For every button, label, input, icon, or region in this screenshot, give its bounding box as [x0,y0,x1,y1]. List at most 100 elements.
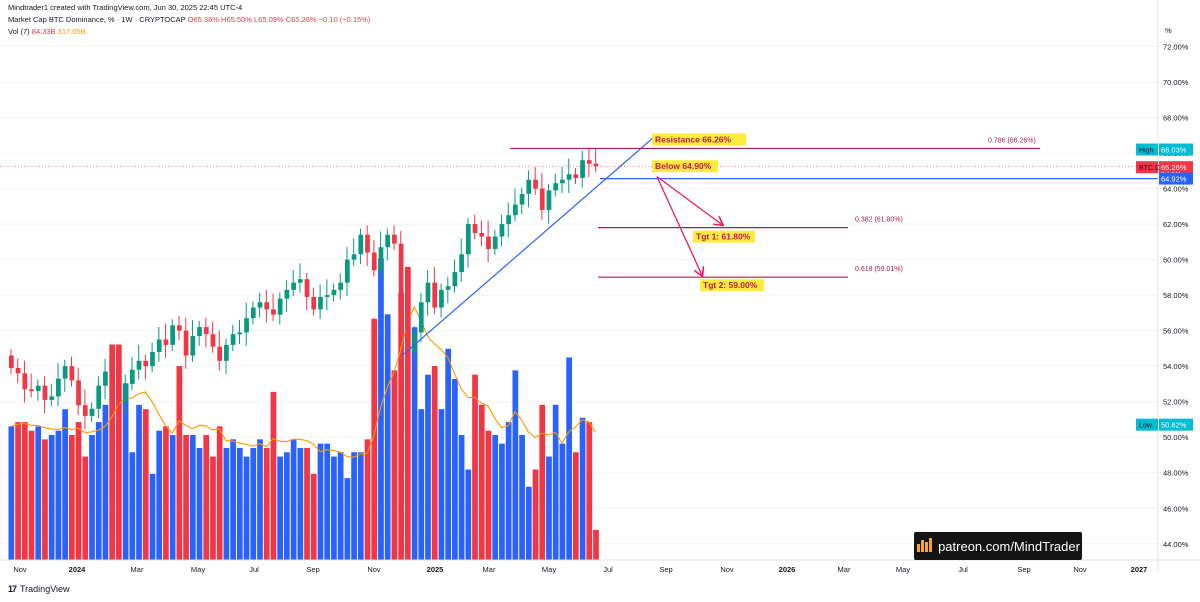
volume-bar [290,439,297,560]
y-unit-label: % [1165,26,1172,35]
volume-label: Vol (7) [8,27,30,36]
candle-body [586,160,592,164]
volume-bar [371,318,378,560]
volume-bar [109,344,116,560]
candle-body [418,302,424,333]
volume-bar [35,426,42,560]
volume-bar [452,378,458,560]
volume-bar [102,404,109,560]
volume-bar [512,370,519,560]
patreon-text: patreon.com/MindTrader [938,538,1080,554]
x-tick-label: Mar [483,565,496,574]
volume-bar [122,383,129,560]
volume-bar [492,435,499,560]
volume-bar [129,452,136,560]
volume-bar [48,435,55,560]
candle-body [177,325,182,331]
x-tick-label: 2026 [779,565,796,574]
x-tick-label: Jul [958,565,968,574]
candle-body [553,183,559,191]
candle-body [331,289,337,296]
y-tick-label: 52.00% [1163,398,1189,407]
volume-ma-line [10,305,597,458]
patreon-watermark: patreon.com/MindTrader [914,532,1082,560]
candle-body [163,339,169,345]
x-tick-label: 2027 [1131,565,1148,574]
candle-body [566,174,572,180]
candle-body [398,243,404,303]
ohlc-low: L65.09% [253,15,284,24]
candle-body [156,339,162,352]
candle-body [311,296,317,310]
fib-level-label: 0.382 (61.80%) [855,217,903,224]
candle-body [190,335,196,356]
volume-bar [156,430,163,560]
volume-bar [8,426,15,560]
x-tick-label: Nov [367,565,381,574]
volume-bar [136,404,142,560]
volume-bar [505,422,512,560]
last-price-tag: BTC.D [1139,165,1160,172]
candle-body [546,190,552,210]
candle-body [405,302,411,352]
candle-body [210,334,216,347]
target-1-label-bg [693,230,755,243]
ohlc-high: H65.50% [221,15,252,24]
fib-level-label: 0.618 (59.01%) [855,266,903,273]
candle-body [143,360,149,367]
volume-bar [284,452,290,560]
candle-body [472,224,478,233]
below-label-bg [652,160,718,173]
target-2-label-bg [700,279,764,292]
candle-body [385,234,391,248]
x-tick-label: May [191,565,205,574]
volume-bar [310,473,317,560]
volume-bar [230,439,236,560]
x-tick-label: Nov [13,565,27,574]
volume-bar [539,404,546,560]
candle-body [519,193,525,205]
volume-bar [216,426,223,560]
y-tick-label: 44.00% [1163,540,1189,549]
volume-bar [344,478,351,560]
volume-bar [183,435,189,560]
candle-body [22,373,28,390]
volume-bar [499,443,505,560]
last-price-tag-bg [1136,161,1158,174]
last-price-value-bg [1159,161,1193,174]
symbol-title: Market Cap BTC Dominance, % · 1W · CRYPT… [8,15,186,24]
trendline [401,136,655,356]
x-tick-label: Jul [249,565,259,574]
volume-bar [552,404,559,560]
x-tick-label: Nov [1073,565,1087,574]
x-tick-label: Nov [720,565,734,574]
y-tick-label: 56.00% [1163,327,1189,336]
volume-bar [277,456,284,560]
ohlc-change: −0.10 (−0.15%) [318,15,371,24]
volume-bar [465,469,472,560]
x-tick-label: Mar [838,565,851,574]
candle-body [237,332,243,335]
y-tick-label: 48.00% [1163,469,1189,478]
volume-bar [163,426,169,560]
candle-body [89,408,95,416]
y-tick-label: 62.00% [1163,220,1189,229]
volume-bar [337,452,344,560]
candle-body [304,279,310,297]
candle-body [62,366,68,379]
candle-body [392,234,397,244]
volume-bar [263,447,270,560]
volume-bar [270,391,277,560]
volume-bar [425,374,431,560]
candle-body [318,296,323,310]
arrow-to-target-2 [656,176,702,276]
volume-bar [586,422,593,560]
x-tick-label: Sep [659,565,672,574]
y-tick-label: 58.00% [1163,291,1189,300]
x-tick-label: 2024 [69,565,87,574]
candle-body [197,327,202,336]
x-tick-label: May [896,565,910,574]
volume-bar [593,529,599,560]
volume-bar [532,469,539,560]
